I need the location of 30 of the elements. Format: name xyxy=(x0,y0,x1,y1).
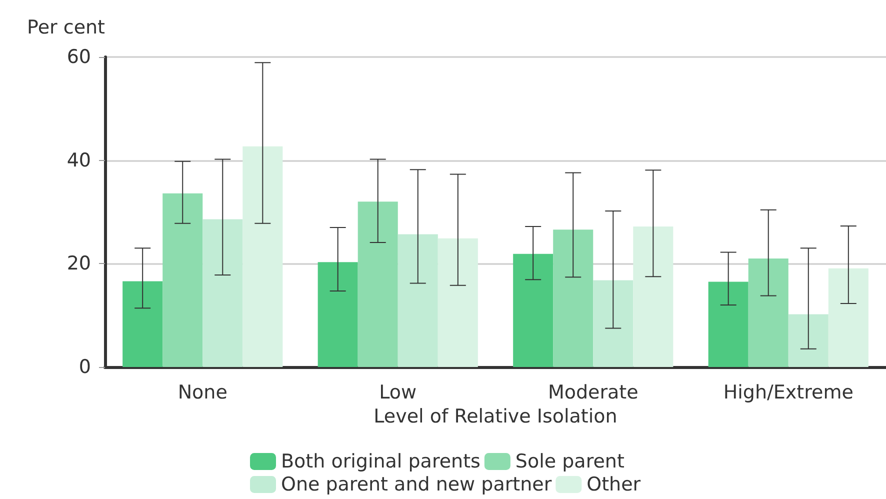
bar xyxy=(122,281,163,367)
y-tick-label: 0 xyxy=(78,356,91,378)
y-tick-label: 60 xyxy=(66,46,91,68)
bar xyxy=(438,238,478,367)
bar xyxy=(398,234,438,367)
bar xyxy=(553,230,594,367)
y-tick-label: 40 xyxy=(66,149,91,172)
bar xyxy=(708,282,748,367)
bar xyxy=(828,268,868,367)
legend-label: One parent and new partner xyxy=(281,474,552,496)
bar xyxy=(748,258,788,367)
bar xyxy=(162,193,203,367)
bar xyxy=(318,262,358,367)
x-axis-title: Level of Relative Isolation xyxy=(374,405,618,428)
bar xyxy=(202,219,243,367)
y-axis-title: Per cent xyxy=(27,16,105,38)
bar xyxy=(242,146,283,367)
legend-label: Other xyxy=(586,474,641,496)
x-tick-label: Moderate xyxy=(548,382,638,404)
bar xyxy=(593,280,634,367)
bar xyxy=(358,202,398,367)
y-tick-label: 20 xyxy=(66,252,91,275)
bar xyxy=(788,314,828,367)
bar xyxy=(513,254,554,367)
bar xyxy=(633,226,674,367)
legend-label: Both original parents xyxy=(281,450,480,472)
x-tick-label: None xyxy=(178,382,228,404)
x-tick-label: Low xyxy=(379,382,417,404)
x-tick-label: High/Extreme xyxy=(723,382,854,404)
legend-label: Sole parent xyxy=(515,450,624,472)
